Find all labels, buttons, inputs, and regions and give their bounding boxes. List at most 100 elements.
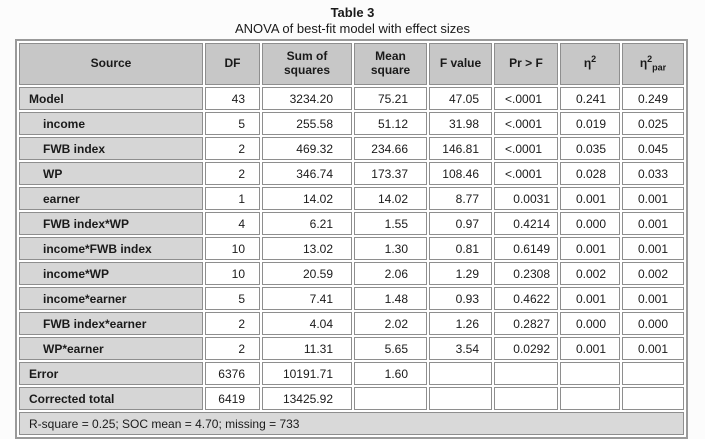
value-cell: 75.21 xyxy=(354,87,427,111)
value-cell: 0.002 xyxy=(622,262,684,286)
value-cell: 2.02 xyxy=(354,312,427,336)
table-subtitle: ANOVA of best-fit model with effect size… xyxy=(234,20,471,36)
value-cell: 2 xyxy=(205,162,260,186)
value-cell: 0.93 xyxy=(429,287,492,311)
value-cell: 11.31 xyxy=(262,337,352,361)
source-cell: Error xyxy=(19,362,203,386)
value-cell xyxy=(494,362,558,386)
value-cell: 47.05 xyxy=(429,87,492,111)
value-cell: 0.4622 xyxy=(494,287,558,311)
value-cell: 43 xyxy=(205,87,260,111)
value-cell: 8.77 xyxy=(429,187,492,211)
value-cell: 0.000 xyxy=(560,312,620,336)
header-cell-5: Pr > F xyxy=(494,43,558,86)
source-cell: WP*earner xyxy=(19,337,203,361)
value-cell: <.0001 xyxy=(494,137,558,161)
value-cell: 0.045 xyxy=(622,137,684,161)
value-cell: 0.249 xyxy=(622,87,684,111)
source-cell: earner xyxy=(19,187,203,211)
value-cell: 3234.20 xyxy=(262,87,352,111)
value-cell: 1 xyxy=(205,187,260,211)
value-cell: 0.000 xyxy=(622,312,684,336)
table-row: WP*earner 2 11.31 5.65 3.54 0.0292 0.001 0.001 xyxy=(19,337,684,361)
value-cell: 10 xyxy=(205,237,260,261)
value-cell: 14.02 xyxy=(354,187,427,211)
value-cell: 146.81 xyxy=(429,137,492,161)
value-cell: 2 xyxy=(205,337,260,361)
anova-table: Source DF Sum of squares Mean square F value… xyxy=(15,39,688,439)
value-cell: 0.028 xyxy=(560,162,620,186)
value-cell xyxy=(622,362,684,386)
source-cell: FWB index xyxy=(19,137,203,161)
value-cell: 13425.92 xyxy=(262,387,352,411)
table-title: Table 3 xyxy=(330,5,375,20)
value-cell: 2.06 xyxy=(354,262,427,286)
value-cell: 3.54 xyxy=(429,337,492,361)
value-cell: 0.81 xyxy=(429,237,492,261)
value-cell: 5 xyxy=(205,112,260,136)
value-cell: 0.001 xyxy=(622,187,684,211)
header-cell-1: DF xyxy=(205,43,260,86)
table-row: Error 6376 10191.71 1.60 xyxy=(19,362,684,386)
value-cell: 51.12 xyxy=(354,112,427,136)
table-row: income*FWB index 10 13.02 1.30 0.81 0.6149 0.0… xyxy=(19,237,684,261)
value-cell: 0.001 xyxy=(622,337,684,361)
source-cell: WP xyxy=(19,162,203,186)
header-cell-7: η2par xyxy=(622,43,684,86)
value-cell: 0.0292 xyxy=(494,337,558,361)
value-cell xyxy=(494,387,558,411)
value-cell: 1.60 xyxy=(354,362,427,386)
value-cell: 0.035 xyxy=(560,137,620,161)
value-cell: 0.025 xyxy=(622,112,684,136)
value-cell: 14.02 xyxy=(262,187,352,211)
table-row: income 5 255.58 51.12 31.98 <.0001 0.019 0.025 xyxy=(19,112,684,136)
value-cell: 0.001 xyxy=(622,237,684,261)
value-cell: 0.002 xyxy=(560,262,620,286)
value-cell: 5 xyxy=(205,287,260,311)
value-cell: 6.21 xyxy=(262,212,352,236)
table-row: income*WP 10 20.59 2.06 1.29 0.2308 0.002 0.002 xyxy=(19,262,684,286)
table-row: earner 1 14.02 14.02 8.77 0.0031 0.001 0.001 xyxy=(19,187,684,211)
note-row: R-square = 0.25; SOC mean = 4.70; missin… xyxy=(19,412,684,436)
value-cell: 0.019 xyxy=(560,112,620,136)
value-cell: 0.4214 xyxy=(494,212,558,236)
value-cell: 0.000 xyxy=(560,212,620,236)
value-cell: 0.6149 xyxy=(494,237,558,261)
source-cell: income*earner xyxy=(19,287,203,311)
value-cell xyxy=(429,362,492,386)
value-cell: 2 xyxy=(205,312,260,336)
value-cell: 1.55 xyxy=(354,212,427,236)
value-cell xyxy=(560,362,620,386)
value-cell: 0.241 xyxy=(560,87,620,111)
source-cell: Corrected total xyxy=(19,387,203,411)
table-row: Model 43 3234.20 75.21 47.05 <.0001 0.241 0.249 xyxy=(19,87,684,111)
table-row: income*earner 5 7.41 1.48 0.93 0.4622 0.001 0.0… xyxy=(19,287,684,311)
value-cell: 173.37 xyxy=(354,162,427,186)
table-header: Source DF Sum of squares Mean square F value… xyxy=(19,43,684,86)
value-cell xyxy=(560,387,620,411)
value-cell: 255.58 xyxy=(262,112,352,136)
value-cell: 0.033 xyxy=(622,162,684,186)
table-caption: Table 3 ANOVA of best-fit model with eff… xyxy=(0,5,705,36)
value-cell: 6376 xyxy=(205,362,260,386)
value-cell: 0.001 xyxy=(560,337,620,361)
value-cell: 1.30 xyxy=(354,237,427,261)
value-cell: 13.02 xyxy=(262,237,352,261)
value-cell xyxy=(622,387,684,411)
header-cell-0: Source xyxy=(19,43,203,86)
value-cell: <.0001 xyxy=(494,162,558,186)
value-cell: 0.0031 xyxy=(494,187,558,211)
value-cell: 0.001 xyxy=(560,187,620,211)
value-cell: 7.41 xyxy=(262,287,352,311)
header-cell-2: Sum of squares xyxy=(262,43,352,86)
value-cell: 6419 xyxy=(205,387,260,411)
value-cell xyxy=(429,387,492,411)
value-cell: 0.001 xyxy=(622,212,684,236)
value-cell: 1.29 xyxy=(429,262,492,286)
header-cell-6: η2 xyxy=(560,43,620,86)
value-cell: 0.001 xyxy=(560,287,620,311)
table-row: Corrected total 6419 13425.92 xyxy=(19,387,684,411)
value-cell: 20.59 xyxy=(262,262,352,286)
value-cell: <.0001 xyxy=(494,87,558,111)
